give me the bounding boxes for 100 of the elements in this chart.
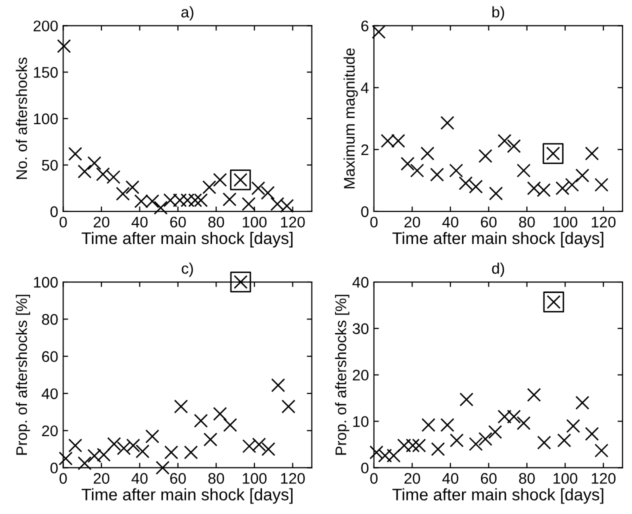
point — [145, 429, 160, 444]
point — [431, 442, 445, 456]
point — [369, 445, 384, 460]
point — [194, 414, 208, 428]
point — [164, 445, 178, 460]
x-tick-label: 40 — [132, 216, 148, 228]
x-tick-label: 100 — [554, 473, 578, 484]
y-tick-label: 100 — [34, 113, 58, 124]
y-tick-label: 4 — [360, 82, 369, 94]
point — [154, 200, 168, 215]
point — [223, 418, 238, 432]
x-axis-title: Time after main shock [days] — [82, 488, 293, 504]
y-axis-title: No. of aftershocks — [16, 58, 28, 179]
x-tick-label: 100 — [242, 473, 267, 484]
y-tick-label: 20 — [352, 370, 368, 381]
point — [242, 197, 256, 211]
point — [58, 452, 73, 466]
x-axis-title: Time after main shock [days] — [392, 488, 604, 504]
point — [516, 416, 531, 430]
x-tick-label: 100 — [554, 216, 578, 228]
point — [57, 39, 71, 54]
point — [440, 418, 454, 432]
point — [468, 180, 483, 194]
point — [488, 425, 502, 439]
point — [506, 139, 521, 154]
point — [400, 156, 415, 171]
x-tick-label: 20 — [94, 473, 110, 484]
point — [575, 396, 590, 410]
point — [282, 400, 296, 414]
point — [420, 146, 434, 160]
x-tick-label: 40 — [442, 216, 458, 228]
point — [87, 156, 102, 170]
x-tick-label: 0 — [60, 473, 67, 484]
x-tick-label: 20 — [404, 216, 420, 228]
point — [410, 164, 424, 178]
point — [184, 445, 198, 460]
point — [406, 438, 420, 452]
point — [421, 418, 436, 432]
x-tick-label: 20 — [94, 216, 110, 228]
chart-title: a) — [181, 6, 194, 21]
x-tick-label: 120 — [592, 473, 616, 484]
point — [556, 181, 570, 196]
chart-title: b) — [492, 6, 504, 21]
point — [68, 438, 82, 452]
y-tick-label: 40 — [42, 388, 58, 400]
point — [174, 400, 188, 414]
point — [566, 419, 580, 433]
x-tick-label: 80 — [519, 473, 535, 484]
point — [430, 168, 444, 182]
point — [202, 180, 216, 194]
point — [527, 388, 541, 402]
y-tick-label: 20 — [42, 425, 58, 436]
y-tick-label: 30 — [352, 323, 368, 334]
x-tick-label: 60 — [480, 216, 497, 228]
point — [575, 168, 590, 182]
y-tick-label: 0 — [50, 206, 58, 218]
point — [372, 24, 386, 39]
chart-title: c) — [182, 262, 193, 277]
point — [498, 134, 512, 148]
point — [251, 181, 266, 196]
x-tick-label: 120 — [592, 216, 616, 228]
point — [557, 433, 572, 448]
point — [460, 392, 474, 406]
point — [260, 186, 275, 200]
point — [125, 180, 140, 194]
point — [261, 442, 276, 456]
y-axis-title: Prop. of aftershocks [%] — [16, 294, 30, 455]
point — [116, 441, 131, 456]
point — [584, 426, 599, 441]
y-tick-label: 6 — [361, 20, 368, 32]
point — [116, 186, 130, 201]
point — [386, 448, 401, 463]
point — [594, 178, 608, 192]
y-tick-label: 50 — [42, 160, 58, 171]
point — [478, 432, 492, 446]
point — [213, 172, 227, 187]
point — [280, 198, 294, 213]
x-tick-label: 60 — [170, 473, 186, 484]
x-tick-label: 100 — [242, 216, 267, 228]
point — [126, 438, 140, 452]
point — [537, 436, 552, 450]
point — [449, 164, 464, 178]
point — [584, 146, 599, 160]
x-tick-label: 80 — [208, 473, 224, 484]
x-tick-label: 60 — [480, 473, 497, 484]
y-tick-label: 0 — [361, 462, 368, 474]
point — [478, 149, 492, 163]
point — [271, 378, 286, 392]
x-tick-label: 80 — [519, 216, 535, 228]
y-tick-label: 2 — [361, 144, 368, 156]
point — [156, 460, 170, 475]
point — [450, 433, 464, 448]
point — [458, 176, 473, 190]
x-tick-label: 120 — [281, 473, 305, 484]
point — [270, 197, 284, 211]
point — [468, 437, 483, 452]
x-tick-label: 60 — [170, 216, 186, 228]
y-tick-label: 0 — [50, 462, 58, 474]
point — [96, 167, 110, 182]
x-tick-label: 0 — [60, 216, 67, 228]
